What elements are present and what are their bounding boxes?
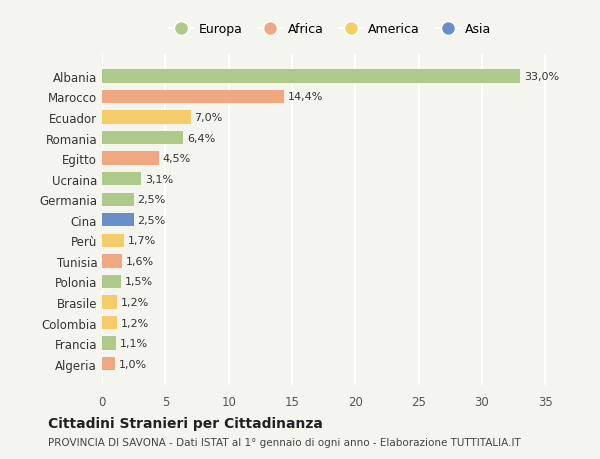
Bar (102, 132, 183, 145)
Text: 33,0%: 33,0% (524, 72, 559, 82)
Bar (102, 213, 134, 227)
Text: 4,5%: 4,5% (163, 154, 191, 164)
Text: 1,7%: 1,7% (127, 236, 155, 246)
Bar (102, 90, 284, 104)
Text: 1,2%: 1,2% (121, 318, 149, 328)
Text: 1,1%: 1,1% (120, 338, 148, 348)
Text: 6,4%: 6,4% (187, 133, 215, 143)
Text: 1,6%: 1,6% (126, 256, 154, 266)
Bar (102, 70, 520, 84)
Bar (102, 337, 116, 350)
Bar (102, 296, 117, 309)
Text: 2,5%: 2,5% (137, 195, 166, 205)
Text: 1,2%: 1,2% (121, 297, 149, 308)
Text: 7,0%: 7,0% (194, 113, 223, 123)
Text: PROVINCIA DI SAVONA - Dati ISTAT al 1° gennaio di ogni anno - Elaborazione TUTTI: PROVINCIA DI SAVONA - Dati ISTAT al 1° g… (48, 437, 521, 447)
Legend: Europa, Africa, America, Asia: Europa, Africa, America, Asia (164, 18, 496, 41)
Bar (102, 255, 122, 268)
Bar (102, 193, 134, 207)
Text: 2,5%: 2,5% (137, 215, 166, 225)
Bar (102, 357, 115, 370)
Text: 3,1%: 3,1% (145, 174, 173, 185)
Text: Cittadini Stranieri per Cittadinanza: Cittadini Stranieri per Cittadinanza (48, 416, 323, 430)
Text: 1,5%: 1,5% (125, 277, 153, 287)
Bar (102, 173, 141, 186)
Bar (102, 234, 124, 247)
Bar (102, 316, 117, 330)
Text: 14,4%: 14,4% (288, 92, 323, 102)
Bar (102, 152, 159, 165)
Text: 1,0%: 1,0% (118, 359, 146, 369)
Bar (102, 275, 121, 289)
Bar (102, 111, 191, 124)
